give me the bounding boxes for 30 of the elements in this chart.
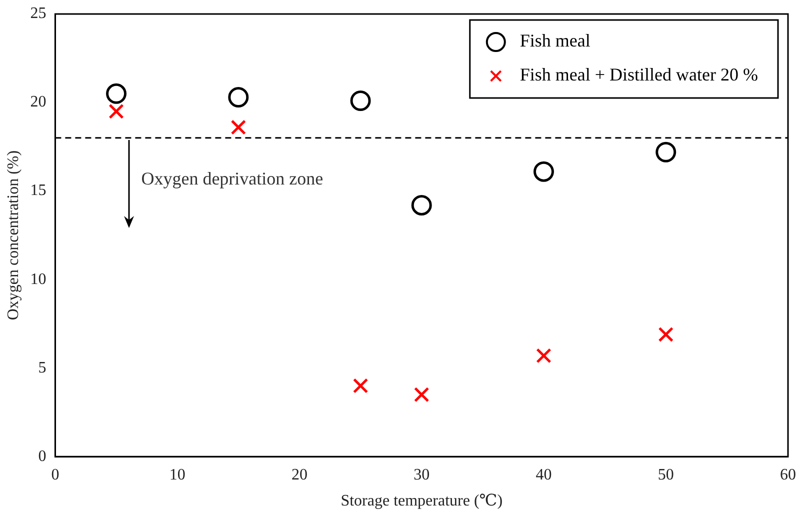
point [228,86,249,108]
y-tick-label: 0 [38,448,46,465]
legend-label: Fish meal + Distilled water 20 % [520,64,758,85]
point [352,378,368,394]
point [656,142,676,162]
x-tick-label: 10 [169,466,186,484]
point [411,194,432,216]
point [414,387,430,402]
point [536,348,552,364]
point [106,83,127,104]
point [533,161,554,182]
point [230,120,246,135]
x-tick-label: 40 [536,466,552,484]
legend-label: Fish meal [520,30,590,51]
point [108,104,124,119]
x-tick-label: 50 [658,466,674,484]
x-tick-label: 60 [780,466,796,484]
y-axis-title: Oxygen concentration (%) [4,150,22,320]
y-tick-label: 5 [38,359,46,376]
x-axis-title: Storage temperature (℃) [340,492,503,510]
y-tick-label: 15 [30,182,46,200]
y-tick-label: 25 [30,5,46,22]
x-tick-label: 0 [51,466,60,484]
x-tick-label: 20 [291,466,308,484]
point [350,90,371,111]
annotation: Oxygen deprivation zone [141,168,324,189]
point [658,326,674,342]
y-tick-label: 20 [30,94,46,111]
x-tick-label: 30 [414,466,430,484]
y-tick-label: 10 [30,270,46,288]
